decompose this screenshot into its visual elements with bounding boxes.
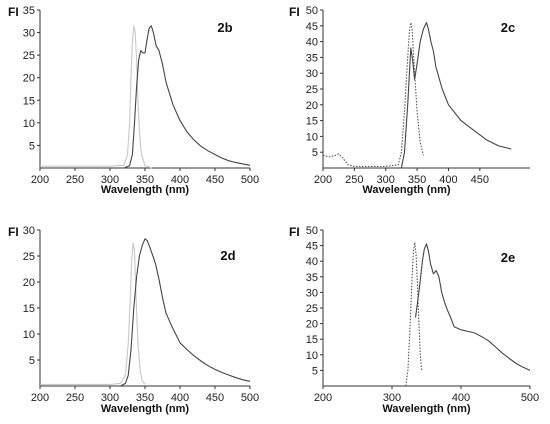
y-axis-label: FI xyxy=(8,225,19,239)
y-axis-label: FI xyxy=(289,5,300,19)
panel-annotation: 2d xyxy=(220,248,235,263)
y-tick-label: 15 xyxy=(23,303,35,315)
series-line-2 xyxy=(123,25,251,169)
x-tick-label: 250 xyxy=(66,392,84,404)
y-tick-label: 10 xyxy=(23,118,35,130)
y-tick-label: 5 xyxy=(312,147,318,159)
x-tick-label: 350 xyxy=(408,174,426,186)
panel-annotation: 2c xyxy=(501,20,515,35)
y-tick-label: 5 xyxy=(29,140,35,152)
panel-annotation: 2e xyxy=(501,250,515,265)
panel-annotation: 2b xyxy=(217,20,232,35)
y-tick-label: 25 xyxy=(23,251,35,263)
y-tick-label: 30 xyxy=(23,225,35,237)
x-tick-label: 300 xyxy=(383,392,401,404)
y-tick-label: 25 xyxy=(306,303,318,315)
y-axis-label: FI xyxy=(289,225,300,239)
x-tick-label: 400 xyxy=(452,392,470,404)
x-tick-label: 450 xyxy=(206,174,224,186)
y-axis-label: FI xyxy=(8,5,19,19)
x-axis-label: Wavelength (nm) xyxy=(382,403,471,415)
y-tick-label: 10 xyxy=(23,329,35,341)
y-tick-label: 45 xyxy=(306,21,318,33)
y-tick-label: 50 xyxy=(306,5,318,17)
x-tick-label: 400 xyxy=(171,392,189,404)
y-tick-label: 15 xyxy=(306,334,318,346)
chart-panel-2e: 5 10 15 20 25 30 35 40 45 50 200 300 400 500 FI Wavelen… xyxy=(289,225,539,415)
x-tick-label: 250 xyxy=(66,174,84,186)
y-tick-label: 50 xyxy=(306,225,318,237)
chart-panel-2c: 5 10 15 20 25 30 35 40 45 50 200 250 300 350 400 450 FI W… xyxy=(289,5,530,196)
x-tick-label: 200 xyxy=(31,392,49,404)
x-tick-label: 500 xyxy=(521,392,539,404)
x-axis-label: Wavelength (nm) xyxy=(362,184,451,196)
series-line-2 xyxy=(414,243,531,371)
series-line-2 xyxy=(120,238,251,387)
x-tick-label: 200 xyxy=(314,174,332,186)
x-axis-label: Wavelength (nm) xyxy=(101,184,190,196)
y-tick-label: 30 xyxy=(306,68,318,80)
y-tick-label: 35 xyxy=(306,272,318,284)
y-tick-label: 20 xyxy=(23,277,35,289)
y-tick-label: 15 xyxy=(23,95,35,107)
y-tick-label: 10 xyxy=(306,131,318,143)
y-tick-label: 40 xyxy=(306,37,318,49)
series-line-1 xyxy=(405,241,423,387)
x-tick-label: 250 xyxy=(345,174,363,186)
y-tick-label: 30 xyxy=(306,287,318,299)
x-tick-label: 400 xyxy=(171,174,189,186)
y-tick-label: 45 xyxy=(306,241,318,253)
y-tick-label: 20 xyxy=(306,100,318,112)
y-tick-label: 5 xyxy=(29,355,35,367)
series-line-1 xyxy=(322,22,424,167)
y-tick-label: 10 xyxy=(306,350,318,362)
x-tick-label: 400 xyxy=(439,174,457,186)
x-tick-label: 200 xyxy=(31,174,49,186)
y-tick-label: 30 xyxy=(23,28,35,40)
y-tick-label: 20 xyxy=(23,73,35,85)
x-tick-label: 500 xyxy=(241,392,259,404)
y-tick-label: 5 xyxy=(312,365,318,377)
x-tick-label: 450 xyxy=(206,392,224,404)
chart-panel-2d: 5 10 15 20 25 30 200 250 300 350 400 450 500 FI Wavele… xyxy=(8,225,259,415)
series-line-2 xyxy=(400,22,512,169)
x-tick-label: 500 xyxy=(241,174,259,186)
y-tick-label: 25 xyxy=(306,84,318,96)
series-line-1 xyxy=(40,25,153,169)
x-tick-label: 200 xyxy=(314,392,332,404)
x-tick-label: 350 xyxy=(136,392,154,404)
x-tick-label: 300 xyxy=(377,174,395,186)
y-tick-label: 35 xyxy=(23,5,35,17)
x-tick-label: 300 xyxy=(101,174,119,186)
x-axis-label: Wavelength (nm) xyxy=(101,403,190,415)
series-line-1 xyxy=(40,242,146,385)
y-tick-label: 25 xyxy=(23,50,35,62)
y-tick-label: 15 xyxy=(306,116,318,128)
y-tick-label: 20 xyxy=(306,319,318,331)
chart-panel-2b: 5 10 15 20 25 30 35 200 250 300 350 400 450 500 FI Wave… xyxy=(8,5,259,196)
x-tick-label: 300 xyxy=(101,392,119,404)
x-tick-label: 450 xyxy=(471,174,489,186)
y-tick-label: 40 xyxy=(306,256,318,268)
x-tick-label: 350 xyxy=(136,174,154,186)
y-tick-label: 35 xyxy=(306,52,318,64)
